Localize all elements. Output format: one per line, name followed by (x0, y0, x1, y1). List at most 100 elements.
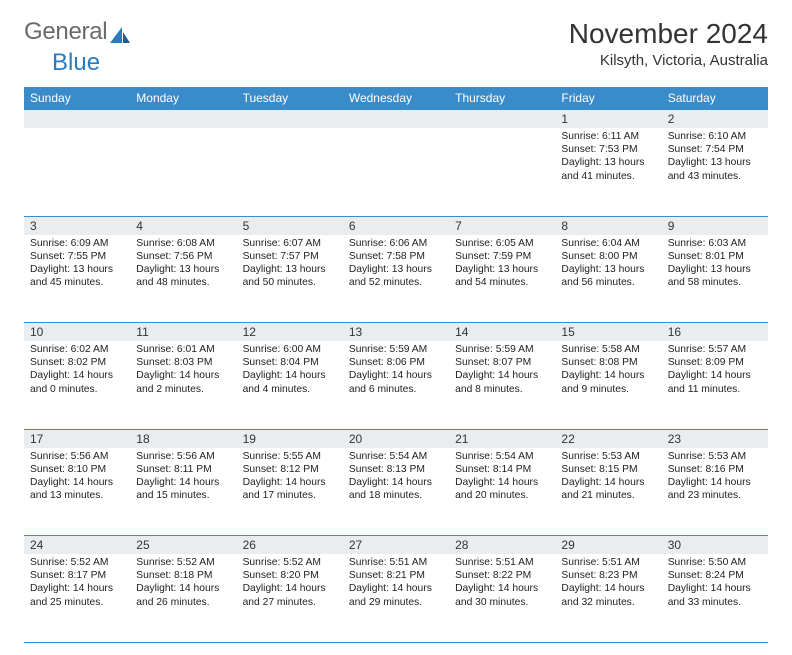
day-text: Sunrise: 6:07 AMSunset: 7:57 PMDaylight:… (237, 235, 343, 294)
day-number: 27 (343, 536, 449, 554)
day-cell: Sunrise: 6:09 AMSunset: 7:55 PMDaylight:… (24, 235, 130, 323)
weekday-header-row: Sunday Monday Tuesday Wednesday Thursday… (24, 87, 768, 110)
location: Kilsyth, Victoria, Australia (569, 52, 768, 69)
day-content-row: Sunrise: 6:11 AMSunset: 7:53 PMDaylight:… (24, 128, 768, 216)
day-number-cell: 25 (130, 536, 236, 555)
day-number: 18 (130, 430, 236, 448)
day-number: 17 (24, 430, 130, 448)
day-cell (343, 128, 449, 216)
day-cell: Sunrise: 6:03 AMSunset: 8:01 PMDaylight:… (662, 235, 768, 323)
day-cell: Sunrise: 6:02 AMSunset: 8:02 PMDaylight:… (24, 341, 130, 429)
day-number: 9 (662, 217, 768, 235)
day-text: Sunrise: 5:59 AMSunset: 8:06 PMDaylight:… (343, 341, 449, 400)
day-number: 20 (343, 430, 449, 448)
day-cell: Sunrise: 5:52 AMSunset: 8:18 PMDaylight:… (130, 554, 236, 642)
day-number (343, 110, 449, 114)
day-number: 19 (237, 430, 343, 448)
calendar-table: Sunday Monday Tuesday Wednesday Thursday… (24, 87, 768, 643)
day-cell: Sunrise: 6:10 AMSunset: 7:54 PMDaylight:… (662, 128, 768, 216)
day-number: 30 (662, 536, 768, 554)
day-number-cell: 15 (555, 323, 661, 342)
day-text: Sunrise: 5:51 AMSunset: 8:21 PMDaylight:… (343, 554, 449, 613)
day-number-cell: 10 (24, 323, 130, 342)
day-number: 25 (130, 536, 236, 554)
day-number: 21 (449, 430, 555, 448)
logo: General (24, 18, 131, 46)
day-number-cell: 7 (449, 216, 555, 235)
day-number (130, 110, 236, 114)
day-cell (24, 128, 130, 216)
day-number-cell: 18 (130, 429, 236, 448)
day-number: 28 (449, 536, 555, 554)
day-cell (449, 128, 555, 216)
day-cell: Sunrise: 5:51 AMSunset: 8:22 PMDaylight:… (449, 554, 555, 642)
logo-part1: General (24, 18, 107, 46)
weekday-header: Sunday (24, 87, 130, 110)
day-number: 3 (24, 217, 130, 235)
day-cell: Sunrise: 5:56 AMSunset: 8:11 PMDaylight:… (130, 448, 236, 536)
weekday-header: Friday (555, 87, 661, 110)
day-text: Sunrise: 6:11 AMSunset: 7:53 PMDaylight:… (555, 128, 661, 187)
day-text: Sunrise: 6:09 AMSunset: 7:55 PMDaylight:… (24, 235, 130, 294)
day-number: 23 (662, 430, 768, 448)
day-text: Sunrise: 6:06 AMSunset: 7:58 PMDaylight:… (343, 235, 449, 294)
day-cell: Sunrise: 5:52 AMSunset: 8:20 PMDaylight:… (237, 554, 343, 642)
day-content-row: Sunrise: 5:56 AMSunset: 8:10 PMDaylight:… (24, 448, 768, 536)
day-text: Sunrise: 5:53 AMSunset: 8:16 PMDaylight:… (662, 448, 768, 507)
day-text: Sunrise: 6:05 AMSunset: 7:59 PMDaylight:… (449, 235, 555, 294)
day-number-cell: 14 (449, 323, 555, 342)
day-number-cell: 8 (555, 216, 661, 235)
day-number (24, 110, 130, 114)
day-cell: Sunrise: 6:00 AMSunset: 8:04 PMDaylight:… (237, 341, 343, 429)
day-number-cell: 13 (343, 323, 449, 342)
day-cell: Sunrise: 5:53 AMSunset: 8:15 PMDaylight:… (555, 448, 661, 536)
day-text: Sunrise: 6:04 AMSunset: 8:00 PMDaylight:… (555, 235, 661, 294)
day-text (130, 128, 236, 174)
day-number-cell: 28 (449, 536, 555, 555)
day-text: Sunrise: 6:01 AMSunset: 8:03 PMDaylight:… (130, 341, 236, 400)
day-number: 7 (449, 217, 555, 235)
day-number-row: 24252627282930 (24, 536, 768, 555)
sail-icon (109, 23, 131, 41)
day-number-cell: 29 (555, 536, 661, 555)
day-number: 22 (555, 430, 661, 448)
day-number-cell: 16 (662, 323, 768, 342)
day-number-cell (24, 110, 130, 129)
day-cell: Sunrise: 6:08 AMSunset: 7:56 PMDaylight:… (130, 235, 236, 323)
weekday-header: Saturday (662, 87, 768, 110)
day-number-cell: 5 (237, 216, 343, 235)
day-text: Sunrise: 5:55 AMSunset: 8:12 PMDaylight:… (237, 448, 343, 507)
day-number: 12 (237, 323, 343, 341)
day-number: 10 (24, 323, 130, 341)
day-number: 16 (662, 323, 768, 341)
day-number: 4 (130, 217, 236, 235)
day-number-cell: 27 (343, 536, 449, 555)
day-number-cell: 17 (24, 429, 130, 448)
day-cell: Sunrise: 6:01 AMSunset: 8:03 PMDaylight:… (130, 341, 236, 429)
day-number-cell: 21 (449, 429, 555, 448)
day-number-cell: 3 (24, 216, 130, 235)
day-cell: Sunrise: 5:54 AMSunset: 8:13 PMDaylight:… (343, 448, 449, 536)
day-cell: Sunrise: 6:05 AMSunset: 7:59 PMDaylight:… (449, 235, 555, 323)
day-content-row: Sunrise: 6:02 AMSunset: 8:02 PMDaylight:… (24, 341, 768, 429)
day-number: 26 (237, 536, 343, 554)
day-cell (237, 128, 343, 216)
day-text: Sunrise: 5:54 AMSunset: 8:14 PMDaylight:… (449, 448, 555, 507)
day-text: Sunrise: 5:54 AMSunset: 8:13 PMDaylight:… (343, 448, 449, 507)
day-text: Sunrise: 5:57 AMSunset: 8:09 PMDaylight:… (662, 341, 768, 400)
day-text: Sunrise: 5:51 AMSunset: 8:22 PMDaylight:… (449, 554, 555, 613)
day-number-row: 3456789 (24, 216, 768, 235)
day-number-cell: 19 (237, 429, 343, 448)
day-text: Sunrise: 5:58 AMSunset: 8:08 PMDaylight:… (555, 341, 661, 400)
day-number-cell: 12 (237, 323, 343, 342)
day-number: 24 (24, 536, 130, 554)
day-number: 8 (555, 217, 661, 235)
day-cell: Sunrise: 5:59 AMSunset: 8:07 PMDaylight:… (449, 341, 555, 429)
day-text: Sunrise: 6:00 AMSunset: 8:04 PMDaylight:… (237, 341, 343, 400)
day-text: Sunrise: 6:02 AMSunset: 8:02 PMDaylight:… (24, 341, 130, 400)
logo-part2: Blue (24, 49, 100, 76)
day-text (24, 128, 130, 174)
day-text: Sunrise: 5:53 AMSunset: 8:15 PMDaylight:… (555, 448, 661, 507)
day-cell: Sunrise: 5:53 AMSunset: 8:16 PMDaylight:… (662, 448, 768, 536)
day-number-cell: 1 (555, 110, 661, 129)
